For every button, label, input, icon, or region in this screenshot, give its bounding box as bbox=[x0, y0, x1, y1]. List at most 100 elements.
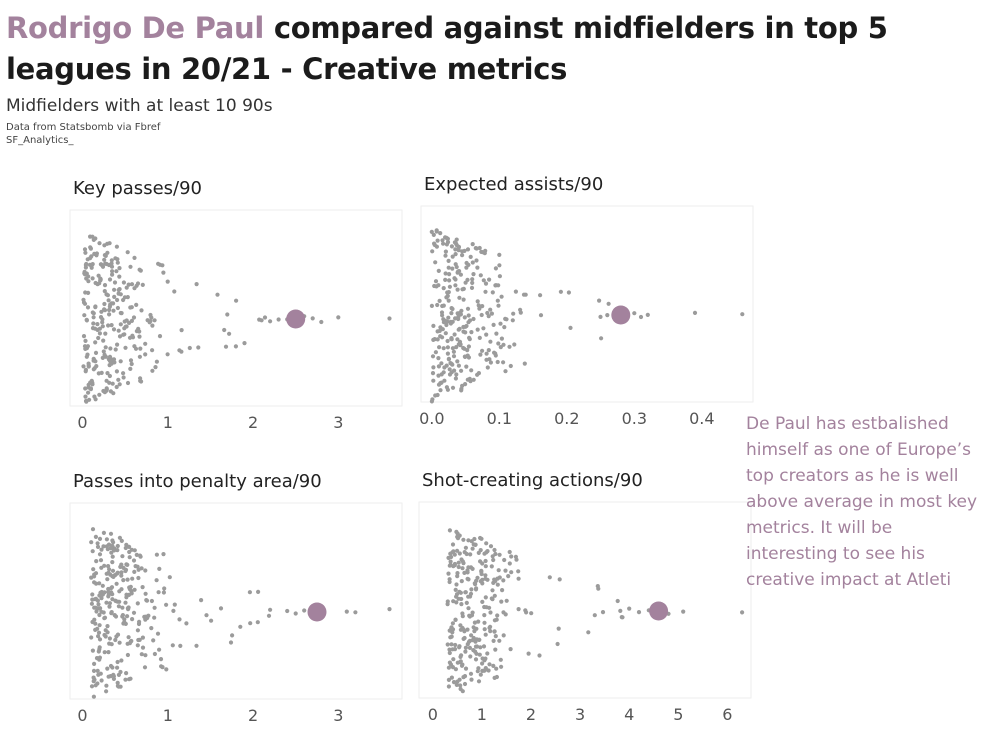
data-point bbox=[90, 276, 95, 281]
data-point bbox=[118, 292, 123, 297]
data-point bbox=[94, 364, 99, 369]
data-point bbox=[445, 290, 450, 295]
data-point bbox=[84, 261, 89, 267]
data-point bbox=[482, 613, 487, 618]
data-point bbox=[91, 567, 96, 572]
data-point bbox=[84, 399, 89, 404]
data-point bbox=[137, 637, 142, 642]
data-point bbox=[568, 325, 573, 330]
data-point bbox=[451, 657, 456, 662]
data-point bbox=[154, 552, 159, 557]
data-point bbox=[215, 292, 220, 297]
data-point bbox=[454, 372, 459, 377]
data-point bbox=[113, 614, 119, 619]
data-point bbox=[449, 306, 454, 311]
data-point bbox=[446, 258, 451, 263]
data-point bbox=[463, 354, 468, 359]
data-point bbox=[82, 247, 88, 252]
data-point bbox=[475, 327, 480, 332]
x-tick-label: 0 bbox=[77, 706, 87, 725]
plot-area bbox=[420, 205, 754, 403]
data-point bbox=[96, 630, 102, 635]
data-point bbox=[475, 299, 480, 304]
data-point bbox=[453, 642, 458, 648]
data-point bbox=[432, 241, 437, 246]
data-point bbox=[91, 237, 96, 242]
data-point bbox=[518, 310, 523, 315]
data-point bbox=[218, 606, 224, 611]
data-point bbox=[129, 282, 135, 287]
data-point bbox=[156, 261, 161, 266]
data-point bbox=[108, 389, 113, 394]
data-point bbox=[97, 552, 103, 557]
data-point bbox=[83, 290, 88, 295]
data-point bbox=[107, 354, 113, 359]
data-point bbox=[86, 364, 91, 369]
data-point bbox=[498, 321, 503, 326]
data-point bbox=[96, 634, 101, 639]
data-point bbox=[114, 634, 119, 639]
data-point bbox=[495, 576, 500, 581]
data-point bbox=[484, 351, 489, 356]
data-point bbox=[490, 554, 495, 559]
data-point bbox=[485, 549, 490, 554]
data-point bbox=[110, 272, 115, 277]
data-point bbox=[117, 266, 122, 271]
data-point bbox=[457, 295, 462, 300]
data-point bbox=[114, 384, 119, 390]
data-point bbox=[140, 635, 145, 640]
data-point bbox=[115, 305, 120, 311]
data-point bbox=[600, 610, 606, 615]
data-point bbox=[498, 657, 503, 662]
data-point bbox=[233, 344, 238, 349]
data-point bbox=[497, 274, 502, 279]
data-point bbox=[137, 267, 142, 272]
data-point bbox=[128, 264, 133, 269]
data-point bbox=[85, 344, 90, 349]
data-point bbox=[139, 379, 144, 384]
data-point bbox=[443, 249, 448, 254]
data-point bbox=[485, 365, 490, 370]
data-point bbox=[93, 534, 98, 539]
data-point bbox=[474, 578, 479, 583]
data-point bbox=[458, 623, 463, 628]
data-point bbox=[473, 657, 479, 662]
data-point bbox=[509, 570, 514, 575]
data-point bbox=[446, 315, 451, 320]
data-point bbox=[97, 326, 102, 331]
data-point bbox=[463, 590, 468, 595]
data-point bbox=[238, 624, 243, 629]
data-point bbox=[136, 575, 141, 581]
data-point bbox=[154, 359, 159, 364]
data-point bbox=[105, 293, 110, 298]
data-point bbox=[455, 359, 460, 364]
data-point bbox=[132, 286, 137, 291]
data-point bbox=[153, 365, 158, 370]
data-point bbox=[115, 548, 120, 553]
data-point bbox=[95, 681, 100, 686]
data-point bbox=[106, 542, 112, 547]
data-point bbox=[91, 311, 96, 316]
data-point bbox=[445, 642, 450, 647]
outlier-point bbox=[638, 314, 644, 320]
data-point bbox=[471, 316, 476, 322]
data-point bbox=[490, 588, 495, 593]
data-point bbox=[90, 527, 96, 532]
data-point bbox=[99, 547, 104, 552]
data-point bbox=[448, 559, 453, 564]
data-point bbox=[97, 612, 102, 618]
data-point bbox=[138, 376, 143, 381]
data-point bbox=[133, 346, 139, 351]
data-point bbox=[470, 610, 475, 615]
data-point bbox=[99, 262, 104, 267]
data-point bbox=[454, 264, 459, 270]
data-point bbox=[110, 381, 115, 386]
data-point bbox=[449, 675, 454, 680]
data-point bbox=[109, 258, 114, 263]
data-point bbox=[209, 618, 214, 623]
x-tick-label: 0.3 bbox=[622, 409, 647, 428]
data-point bbox=[124, 671, 129, 676]
data-point bbox=[83, 346, 88, 351]
data-point bbox=[124, 324, 129, 329]
data-point bbox=[453, 587, 458, 592]
